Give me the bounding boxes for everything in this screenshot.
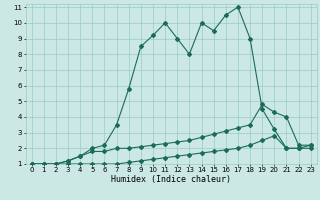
X-axis label: Humidex (Indice chaleur): Humidex (Indice chaleur) bbox=[111, 175, 231, 184]
